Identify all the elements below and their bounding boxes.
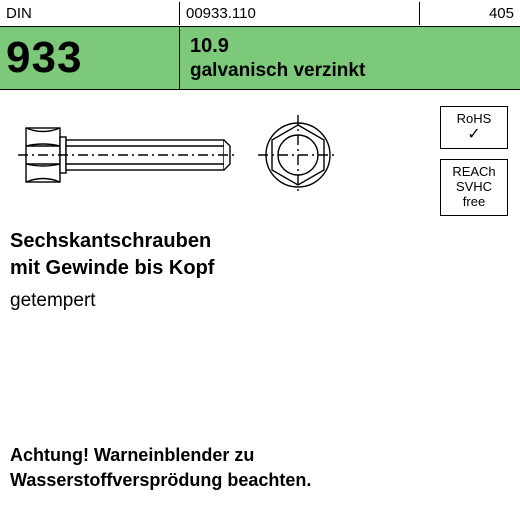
din-number-cell: 933 — [0, 27, 180, 89]
din-label-cell: DIN — [0, 2, 180, 25]
reach-line2: SVHC — [445, 180, 503, 195]
reach-badge: REACh SVHC free — [440, 159, 508, 216]
warning-block: Achtung! Warneinblender zu Wasserstoffve… — [10, 443, 311, 492]
spec-page: DIN 00933.110 405 933 10.9 galvanisch ve… — [0, 0, 520, 520]
rohs-label: RoHS — [445, 112, 503, 127]
top-bar: DIN 00933.110 405 — [0, 0, 520, 27]
finish-text: galvanisch verzinkt — [190, 60, 520, 82]
description-block: Sechskantschrauben mit Gewinde bis Kopf … — [0, 216, 520, 314]
bolt-svg — [8, 100, 348, 210]
din-label: DIN — [6, 5, 32, 22]
compliance-badges: RoHS ✓ REACh SVHC free — [348, 100, 512, 216]
warning-line2: Wasserstoffversprödung beachten. — [10, 468, 311, 492]
strength-grade: 10.9 — [190, 35, 520, 58]
code-cell: 00933.110 — [180, 2, 420, 25]
main-row: RoHS ✓ REACh SVHC free — [0, 90, 520, 216]
product-title: Sechskantschrauben — [10, 228, 510, 255]
green-bar: 933 10.9 galvanisch verzinkt — [0, 27, 520, 90]
product-note: getempert — [10, 288, 510, 314]
page-number: 405 — [489, 5, 514, 22]
product-subtitle: mit Gewinde bis Kopf — [10, 255, 510, 282]
grade-finish-cell: 10.9 galvanisch verzinkt — [180, 27, 520, 89]
product-code: 00933.110 — [186, 5, 256, 22]
reach-line1: REACh — [445, 165, 503, 180]
reach-line3: free — [445, 195, 503, 210]
bolt-drawing — [8, 100, 348, 216]
rohs-badge: RoHS ✓ — [440, 106, 508, 149]
din-number: 933 — [6, 33, 82, 83]
num-cell: 405 — [420, 2, 520, 25]
warning-line1: Achtung! Warneinblender zu — [10, 443, 311, 467]
check-icon: ✓ — [445, 127, 503, 143]
